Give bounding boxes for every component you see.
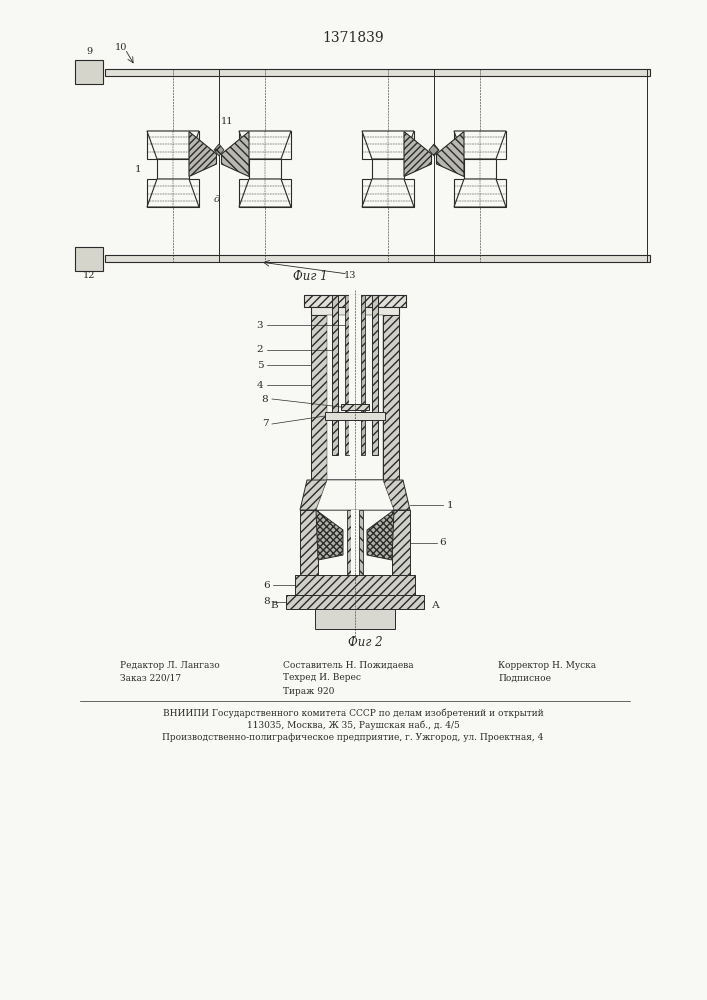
Bar — [325, 412, 385, 420]
Text: Редактор Л. Лангазо: Редактор Л. Лангазо — [120, 660, 220, 670]
Polygon shape — [316, 510, 343, 560]
Bar — [341, 404, 369, 410]
Bar — [361, 295, 365, 455]
Text: 1: 1 — [447, 500, 453, 510]
Bar — [239, 179, 291, 207]
Text: 1: 1 — [135, 164, 141, 174]
Polygon shape — [147, 131, 199, 159]
Bar — [311, 307, 399, 315]
Text: 8: 8 — [262, 394, 269, 403]
Polygon shape — [436, 131, 464, 176]
Bar — [286, 595, 424, 609]
Text: 8: 8 — [264, 597, 270, 606]
Text: д: д — [214, 194, 220, 204]
Text: 10: 10 — [115, 42, 127, 51]
Bar — [464, 159, 496, 179]
Bar — [347, 510, 351, 580]
Text: 3: 3 — [257, 320, 263, 330]
Bar — [105, 255, 650, 262]
Text: 6: 6 — [440, 538, 446, 547]
Polygon shape — [221, 131, 249, 176]
Text: Тираж 920: Тираж 920 — [283, 686, 334, 696]
Text: 7: 7 — [262, 420, 269, 428]
Bar — [349, 295, 361, 455]
Text: 1371839: 1371839 — [322, 31, 384, 45]
Bar — [454, 179, 506, 207]
Polygon shape — [147, 179, 199, 207]
Bar — [345, 295, 349, 455]
Polygon shape — [239, 179, 291, 207]
Bar — [157, 159, 189, 179]
Polygon shape — [362, 179, 414, 207]
Bar — [300, 510, 318, 575]
Text: А: А — [432, 601, 440, 610]
Text: 9: 9 — [86, 46, 92, 55]
Bar — [75, 60, 103, 84]
Bar — [249, 159, 281, 179]
Bar — [75, 247, 103, 271]
Text: Подписное: Подписное — [498, 674, 551, 682]
Bar — [372, 295, 378, 455]
Text: 2: 2 — [257, 346, 263, 355]
Text: Производственно-полиграфическое предприятие, г. Ужгород, ул. Проектная, 4: Производственно-полиграфическое предприя… — [163, 732, 544, 742]
Bar — [327, 315, 383, 480]
Polygon shape — [239, 131, 291, 159]
Text: 11: 11 — [221, 116, 233, 125]
Text: В: В — [270, 601, 278, 610]
Bar — [332, 295, 338, 455]
Polygon shape — [454, 131, 506, 159]
Polygon shape — [404, 131, 431, 176]
Polygon shape — [300, 480, 410, 510]
Bar — [147, 131, 199, 159]
Bar — [351, 510, 359, 580]
Bar — [372, 159, 404, 179]
Bar — [311, 315, 327, 480]
Text: Корректор Н. Муска: Корректор Н. Муска — [498, 660, 596, 670]
Bar — [392, 510, 410, 575]
Bar — [362, 179, 414, 207]
Bar — [295, 575, 415, 595]
Text: 4: 4 — [257, 380, 263, 389]
Text: ВНИИПИ Государственного комитета СССР по делам изобретений и открытий: ВНИИПИ Государственного комитета СССР по… — [163, 708, 544, 718]
Polygon shape — [189, 131, 216, 176]
Polygon shape — [214, 144, 224, 156]
Bar — [105, 69, 650, 76]
Text: 5: 5 — [257, 360, 263, 369]
Bar — [359, 510, 363, 580]
Polygon shape — [367, 510, 394, 560]
Text: Фиг 2: Фиг 2 — [348, 637, 382, 650]
Bar — [383, 315, 399, 480]
Bar — [362, 131, 414, 159]
Text: Составитель Н. Пожидаева: Составитель Н. Пожидаева — [283, 660, 414, 670]
Bar — [304, 295, 406, 307]
Text: 6: 6 — [264, 580, 270, 589]
Polygon shape — [316, 480, 394, 510]
Bar — [239, 131, 291, 159]
Text: 113035, Москва, Ж 35, Раушская наб., д. 4/5: 113035, Москва, Ж 35, Раушская наб., д. … — [247, 720, 460, 730]
Text: Техред И. Верес: Техред И. Верес — [283, 674, 361, 682]
Bar — [315, 609, 395, 629]
Polygon shape — [362, 131, 414, 159]
Polygon shape — [429, 144, 439, 156]
Text: Заказ 220/17: Заказ 220/17 — [120, 674, 181, 682]
Text: 13: 13 — [344, 271, 356, 280]
Text: Фиг 1: Фиг 1 — [293, 269, 327, 282]
Bar — [454, 131, 506, 159]
Bar — [147, 179, 199, 207]
Text: 12: 12 — [83, 271, 95, 280]
Polygon shape — [454, 179, 506, 207]
